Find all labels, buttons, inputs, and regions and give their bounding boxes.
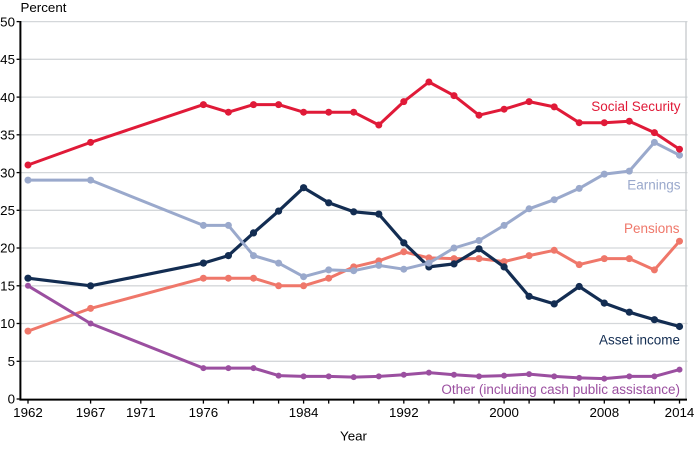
svg-text:1971: 1971 (126, 405, 156, 420)
svg-text:2014: 2014 (665, 405, 695, 420)
svg-text:50: 50 (0, 14, 15, 29)
svg-text:Percent: Percent (21, 0, 67, 15)
svg-text:2008: 2008 (589, 405, 619, 420)
svg-text:Social Security: Social Security (591, 99, 681, 114)
svg-text:1962: 1962 (13, 405, 43, 420)
svg-text:Pensions: Pensions (624, 221, 680, 236)
svg-text:1992: 1992 (389, 405, 419, 420)
svg-text:Asset income: Asset income (599, 333, 680, 348)
svg-text:20: 20 (0, 241, 15, 256)
svg-text:35: 35 (0, 128, 15, 143)
svg-text:25: 25 (0, 203, 15, 218)
svg-text:2000: 2000 (489, 405, 519, 420)
svg-text:15: 15 (0, 279, 15, 294)
svg-text:10: 10 (0, 316, 15, 331)
svg-text:Year: Year (340, 429, 367, 444)
svg-text:45: 45 (0, 52, 15, 67)
svg-text:Earnings: Earnings (627, 178, 681, 193)
svg-text:Other (including cash public a: Other (including cash public assistance) (441, 382, 680, 397)
svg-text:5: 5 (8, 354, 15, 369)
svg-text:1984: 1984 (289, 405, 319, 420)
svg-text:30: 30 (0, 165, 15, 180)
svg-text:0: 0 (8, 392, 15, 407)
svg-text:1976: 1976 (189, 405, 219, 420)
svg-text:40: 40 (0, 90, 15, 105)
svg-text:1967: 1967 (76, 405, 106, 420)
